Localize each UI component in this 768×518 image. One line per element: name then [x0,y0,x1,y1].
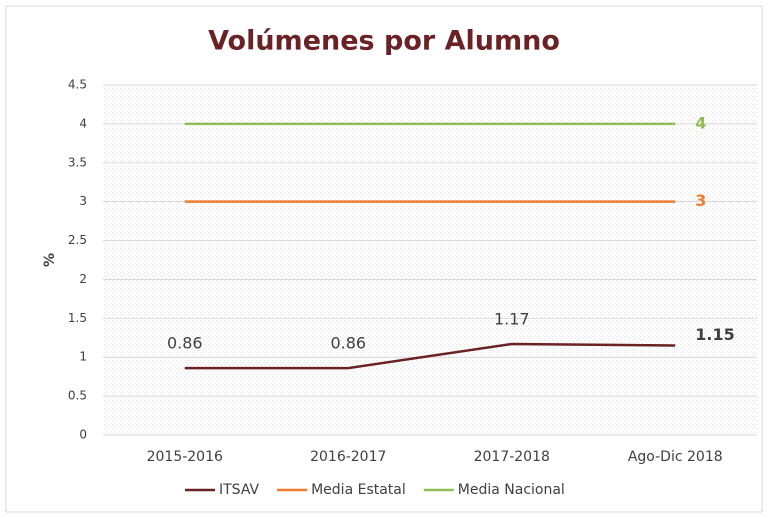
x-tick-label: 2016-2017 [310,449,386,465]
data-label: 0.86 [167,334,203,353]
y-tick-label: 4.5 [68,78,87,92]
legend-label: Media Nacional [458,482,565,498]
data-label: 3 [695,191,706,210]
y-tick-label: 1.5 [68,311,87,325]
data-label: 1.15 [695,325,734,344]
y-tick-label: 3.5 [68,155,87,169]
x-tick-label: 2015-2016 [147,449,223,465]
y-tick-label: 0.5 [68,389,87,403]
y-tick-label: 2 [79,272,87,286]
plot-area [103,85,757,435]
y-tick-label: 0 [79,428,87,442]
y-axis-label: % [42,253,58,267]
y-tick-label: 1 [79,350,87,364]
y-tick-label: 3 [79,194,87,208]
series-line [184,342,676,370]
data-label: 1.17 [494,310,530,329]
x-tick-label: 2017-2018 [474,449,550,465]
chart-title: Volúmenes por Alumno [208,26,560,57]
data-label: 0.86 [330,334,366,353]
legend-label: ITSAV [219,482,260,498]
y-tick-label: 4 [79,116,87,130]
x-tick-label: Ago-Dic 2018 [628,449,723,465]
data-label: 4 [695,113,706,132]
y-tick-label: 2.5 [68,233,87,247]
legend-label: Media Estatal [311,482,406,498]
